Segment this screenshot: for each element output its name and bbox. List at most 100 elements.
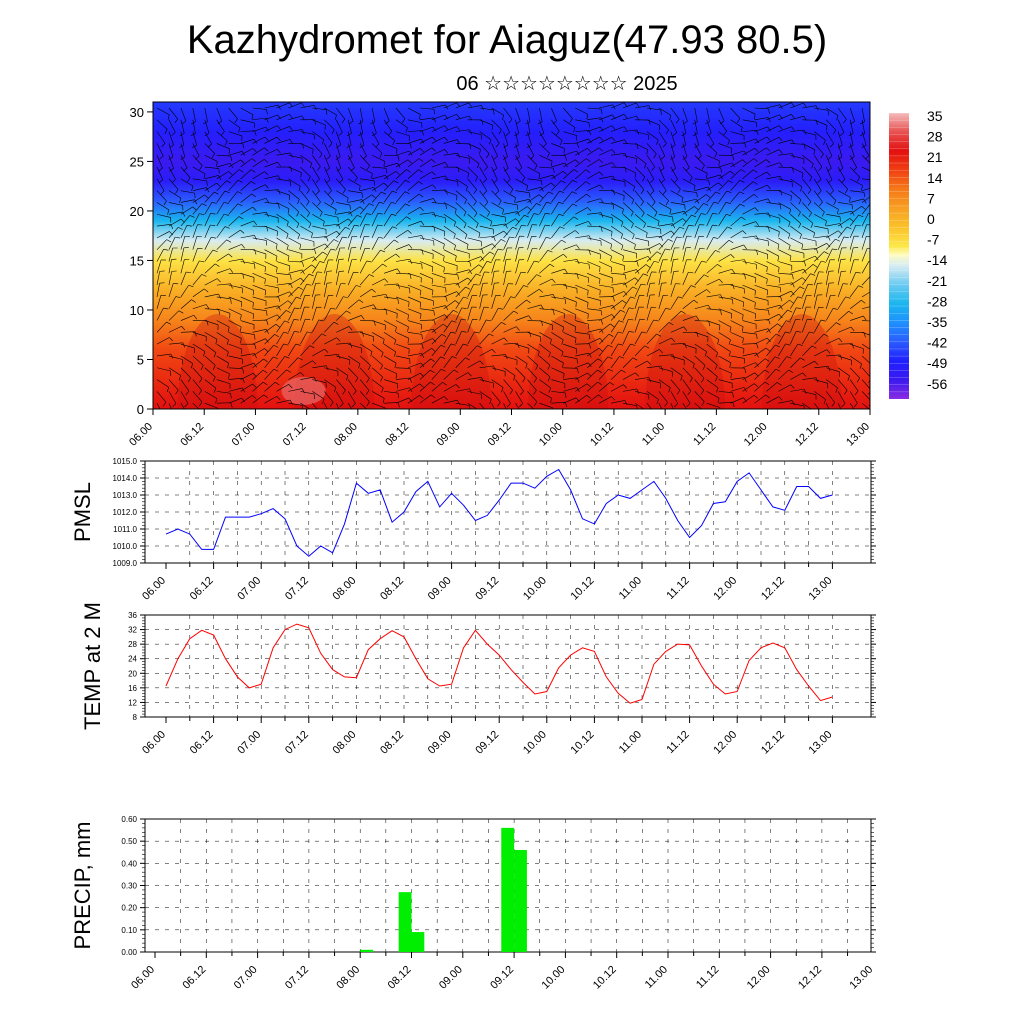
wind-barb [515, 391, 524, 404]
wind-barb-flag [777, 244, 780, 250]
wind-barb [371, 202, 380, 215]
wind-barb-flag [184, 403, 189, 408]
wind-barb [264, 161, 278, 168]
x-tick-label: 11.12 [694, 964, 721, 991]
wind-barb-flag [861, 144, 867, 148]
wind-barb [813, 260, 822, 274]
wind-barb [849, 155, 857, 168]
wind-barb [634, 190, 644, 202]
wind-barb [288, 402, 303, 406]
wind-barb-flag [588, 235, 592, 241]
wind-barb-flag [729, 327, 732, 333]
x-tick-label: 10.00 [521, 575, 549, 603]
wind-barb [515, 107, 521, 122]
wind-barb [825, 308, 834, 321]
wind-barb-flag [229, 268, 234, 273]
wind-barb [192, 379, 202, 391]
wind-barb-flag [334, 114, 337, 120]
wind-barb [742, 235, 757, 239]
wind-barb [204, 131, 212, 145]
wind-barb-flag [551, 278, 556, 283]
wind-barb [156, 271, 160, 286]
x-tick-label: 12.00 [711, 575, 739, 603]
wind-barb-flag [418, 193, 424, 198]
wind-barb-flag [573, 216, 579, 220]
wind-barb [252, 296, 267, 302]
wind-barb-flag [358, 363, 361, 369]
wind-barb-flag [727, 226, 733, 230]
wind-barb-flag [252, 383, 257, 388]
wind-barb-flag [509, 390, 513, 395]
wind-barb [802, 391, 816, 395]
wind-barb-flag [730, 373, 732, 379]
wind-barb-flag [253, 220, 257, 226]
wind-barb-flag [432, 184, 437, 189]
wind-barb-flag [600, 126, 604, 132]
wind-barb [623, 143, 638, 145]
wind-barb-flag [719, 278, 723, 284]
wind-barb-flag [497, 248, 503, 251]
wind-barb [276, 249, 290, 257]
wind-barb-flag [338, 416, 342, 419]
wind-barb-flag [166, 387, 170, 393]
wind-barb-flag [265, 126, 269, 132]
wind-barb [204, 202, 213, 215]
wind-barb-flag [609, 382, 615, 386]
wind-barb [252, 394, 265, 404]
wind-barb [754, 381, 766, 392]
wind-barb-flag [185, 415, 188, 419]
wind-barb-flag [656, 333, 662, 337]
wind-barb [324, 202, 337, 210]
wind-barb-flag [611, 149, 616, 154]
wind-barb [419, 394, 432, 404]
wind-barb [455, 357, 466, 368]
wind-barb [515, 143, 520, 157]
wind-barb-flag [665, 248, 671, 251]
wind-barb-flag [767, 198, 771, 204]
wind-barb [300, 214, 312, 224]
wind-barb [216, 296, 231, 300]
wind-barb [216, 119, 225, 132]
wind-barb-flag [718, 160, 720, 166]
wind-barb-flag [513, 310, 519, 314]
wind-barb [778, 214, 791, 223]
wind-barb [515, 178, 528, 186]
wind-barb [658, 354, 673, 357]
wind-barb-flag [565, 284, 568, 289]
wind-barb-flag [356, 214, 362, 218]
wind-barb [838, 190, 851, 198]
wind-barb [599, 162, 613, 168]
wind-barb [563, 191, 573, 203]
wind-barb-flag [549, 339, 552, 345]
wind-barb [622, 372, 636, 380]
wind-barb-flag [644, 163, 647, 169]
y-tick-label: 10 [130, 303, 144, 318]
wind-barb [611, 178, 625, 182]
wind-barb [527, 155, 538, 166]
wind-barb [670, 247, 675, 262]
wind-barb [766, 356, 776, 368]
wind-barb [156, 155, 163, 169]
wind-barb [694, 186, 709, 191]
wind-barb-flag [778, 137, 783, 142]
wind-barb [730, 169, 742, 180]
wind-barb [467, 264, 479, 274]
wind-barb-flag [453, 221, 456, 227]
wind-barb [563, 320, 576, 328]
wind-barb [288, 319, 295, 333]
wind-barb [706, 224, 713, 239]
x-tick-label: 06.00 [129, 964, 157, 992]
wind-barb-flag [736, 118, 741, 123]
wind-barb [646, 155, 656, 168]
wind-barb [180, 178, 194, 187]
wind-barb-flag [861, 185, 863, 191]
wind-barb-flag [804, 144, 806, 150]
wind-barb-flag [871, 412, 873, 417]
wind-barb [551, 332, 564, 341]
wind-barb-flag [839, 354, 843, 360]
wind-barb [467, 105, 482, 109]
wind-barb [527, 119, 531, 134]
precip-bar [398, 892, 412, 952]
wind-barb [443, 331, 452, 345]
y-tick-label: 12 [128, 698, 137, 707]
